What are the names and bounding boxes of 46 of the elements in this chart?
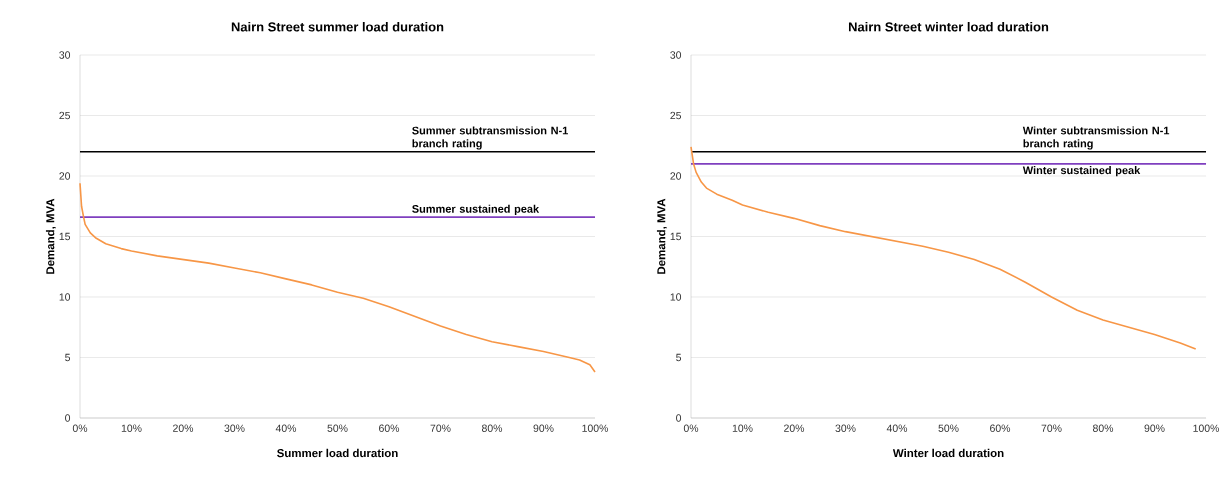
x-tick-label: 90%	[533, 424, 554, 432]
y-tick-label: 20	[670, 172, 682, 180]
y-tick-label: 5	[65, 353, 71, 362]
ref-line-label: Summer sustained peak	[412, 204, 540, 215]
y-axis-title: Demand, MVA	[656, 198, 667, 274]
x-tick-label: 80%	[1093, 424, 1114, 432]
y-axis-title: Demand, MVA	[45, 198, 56, 274]
ref-line-label: Summer subtransmission N-1 branch rating	[412, 126, 568, 150]
y-tick-label: 30	[59, 51, 71, 59]
x-tick-label: 50%	[327, 424, 348, 432]
x-tick-label: 40%	[275, 424, 297, 432]
x-tick-label: 100%	[1193, 424, 1220, 432]
x-axis-title: Winter load duration	[892, 448, 1004, 458]
x-tick-label: 60%	[990, 424, 1011, 432]
x-axis-title: Summer load duration	[277, 448, 398, 458]
x-tick-label: 100%	[582, 424, 608, 432]
x-tick-label: 60%	[379, 424, 400, 432]
x-tick-label: 10%	[121, 424, 142, 432]
y-tick-label: 10	[59, 293, 71, 301]
x-tick-label: 90%	[1144, 424, 1165, 432]
chart-title: Nairn Street winter load duration	[848, 21, 1049, 32]
ref-line-label: Winter subtransmission N-1 branch rating	[1022, 126, 1170, 150]
x-tick-label: 10%	[732, 424, 753, 432]
chart-title: Nairn Street summer load duration	[231, 21, 444, 32]
y-tick-label: 15	[59, 232, 71, 241]
x-tick-label: 0%	[72, 424, 88, 432]
x-tick-label: 0%	[683, 424, 699, 432]
y-tick-label: 25	[59, 111, 71, 120]
x-tick-label: 20%	[784, 424, 805, 432]
y-tick-label: 5	[676, 353, 682, 362]
x-tick-label: 50%	[938, 424, 959, 432]
x-tick-label: 30%	[224, 424, 245, 432]
x-tick-label: 20%	[173, 424, 194, 432]
y-tick-label: 10	[670, 293, 682, 301]
y-tick-label: 0	[676, 414, 682, 422]
x-tick-label: 30%	[835, 424, 856, 432]
ref-line-label: Winter sustained peak	[1022, 166, 1141, 177]
y-tick-label: 0	[65, 414, 71, 422]
x-tick-label: 40%	[886, 424, 908, 432]
y-tick-label: 20	[59, 172, 71, 180]
y-tick-label: 25	[670, 111, 682, 120]
x-tick-label: 80%	[481, 424, 503, 432]
x-tick-label: 70%	[1041, 424, 1062, 432]
y-tick-label: 30	[670, 51, 682, 59]
y-tick-label: 15	[670, 232, 682, 241]
x-tick-label: 70%	[430, 424, 451, 432]
